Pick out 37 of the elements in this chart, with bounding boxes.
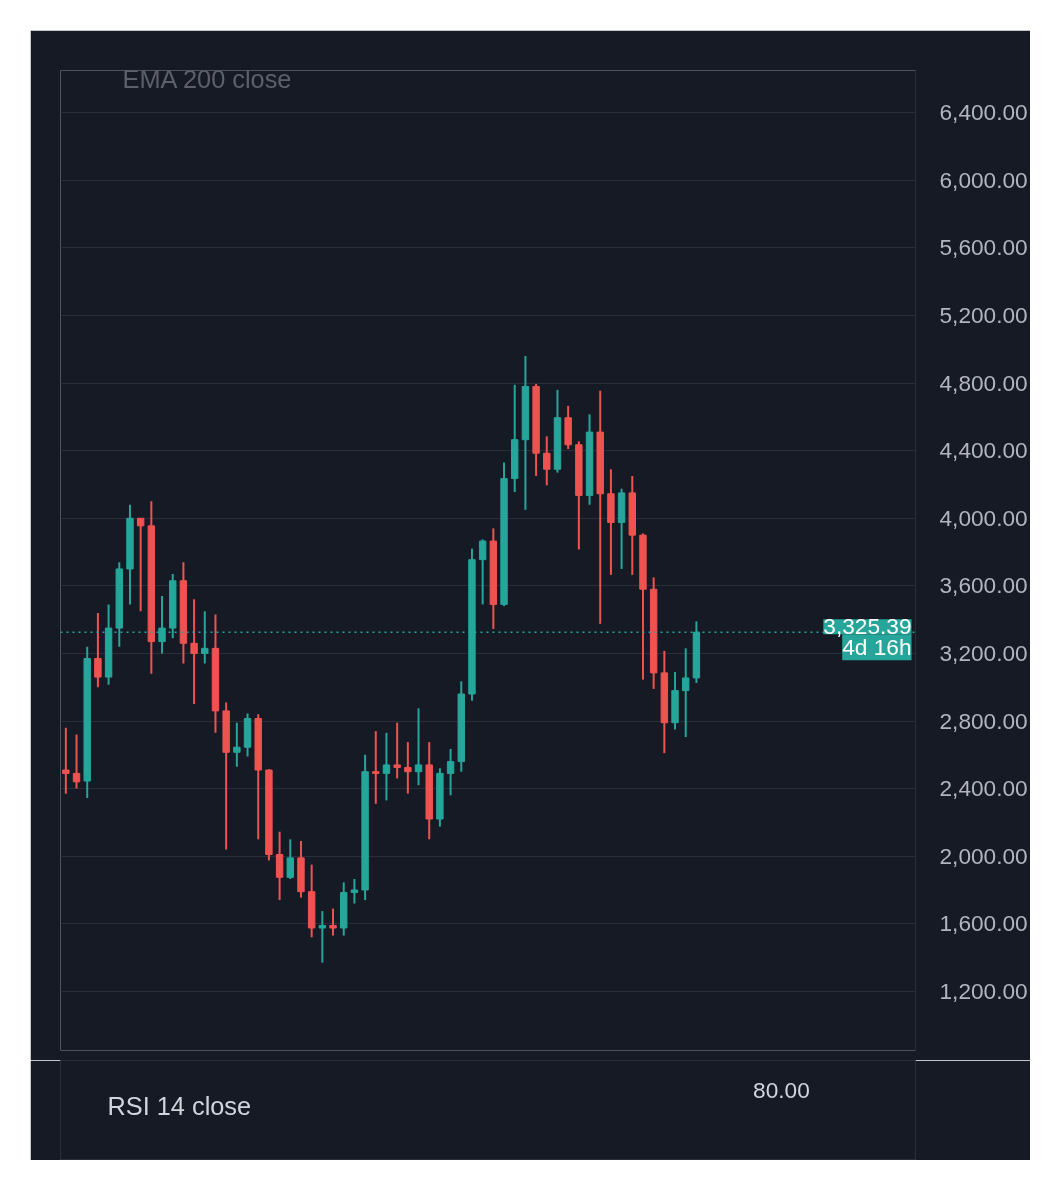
y-tick-label: 3,200.00: [939, 639, 1028, 666]
candlestick: [382, 731, 391, 802]
candlestick: [318, 910, 327, 964]
candlestick: [62, 726, 70, 795]
y-tick-label: 4,400.00: [939, 437, 1028, 464]
candlestick: [275, 830, 284, 902]
y-tick-label: 4,800.00: [939, 369, 1028, 396]
candlestick: [72, 733, 81, 790]
candlestick: [329, 907, 337, 937]
y-tick-label: 3,600.00: [939, 572, 1028, 599]
text: RSI 14 close: [107, 1091, 252, 1120]
candlestick: [446, 747, 455, 797]
text: 80.00: [753, 1077, 810, 1103]
y-tick-label: 1,200.00: [939, 977, 1028, 1004]
candlestick: [94, 611, 102, 689]
y-tick-label: 1,600.00: [939, 910, 1028, 937]
candlestick: [190, 598, 198, 706]
candlestick: [286, 838, 294, 880]
y-tick-label: 2,400.00: [939, 775, 1028, 802]
y-tick-label: 5,200.00: [939, 302, 1028, 328]
y-tick-label: 6,000.00: [939, 166, 1028, 193]
y-tick-label: 4,000.00: [939, 504, 1028, 531]
candlestick: [136, 517, 145, 613]
candlestick: [404, 741, 412, 795]
candlestick: [414, 707, 423, 787]
candlestick: [372, 730, 380, 805]
y-tick-label: 6,400.00: [939, 99, 1028, 126]
candlestick: [393, 721, 401, 780]
y-tick-label: 2,800.00: [939, 707, 1028, 734]
candlestick: [682, 647, 690, 739]
candlestick: [543, 435, 551, 487]
candlestick: [350, 878, 359, 905]
candlestick: [233, 721, 241, 768]
annotation: 4d 16h: [842, 634, 912, 661]
y-tick-label: 2,000.00: [939, 842, 1028, 869]
candlestick: [478, 538, 487, 606]
y-tick-label: 5,600.00: [939, 234, 1028, 261]
